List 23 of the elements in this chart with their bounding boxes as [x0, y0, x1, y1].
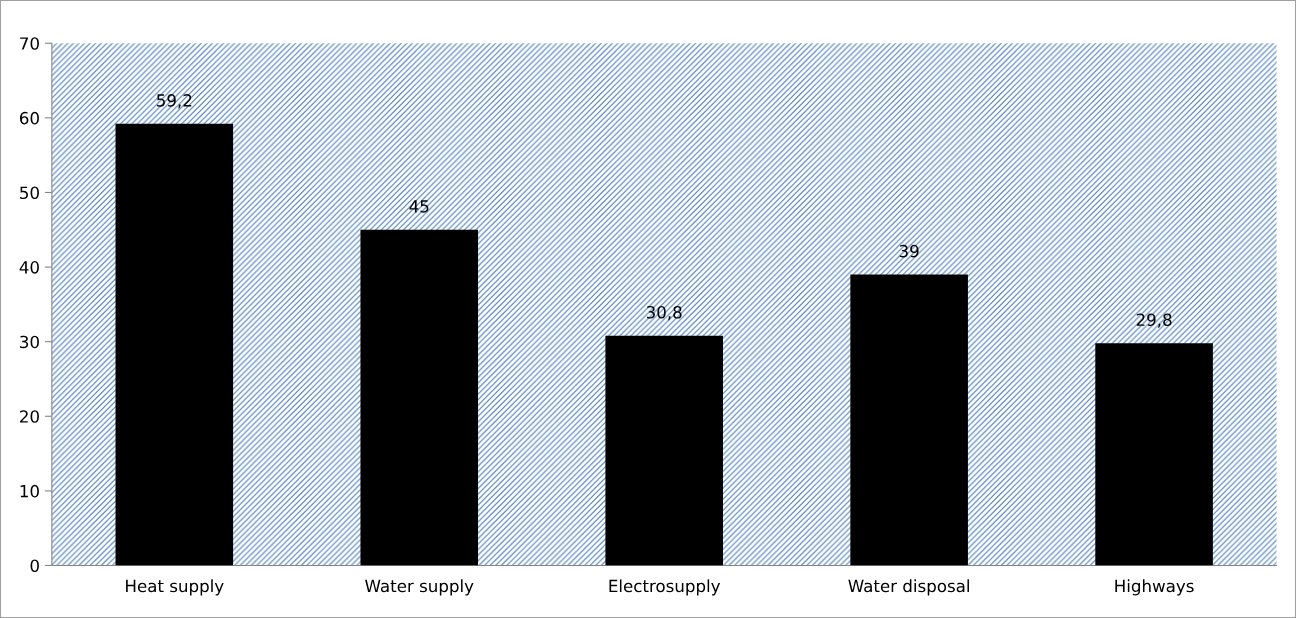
- x-tick-label: Water disposal: [848, 579, 969, 596]
- data-label: 45: [409, 200, 429, 213]
- bar: [605, 335, 723, 566]
- y-tick-label: 60: [19, 111, 39, 125]
- bar: [1095, 343, 1213, 566]
- y-tick-label: 30: [20, 335, 39, 349]
- x-tick-label: Electrosupply: [609, 579, 721, 596]
- bar: [850, 274, 968, 566]
- y-tick-label: 40: [19, 261, 39, 274]
- data-label: 59,2: [157, 94, 192, 109]
- y-tick-label: 70: [20, 37, 39, 50]
- y-tick-label: 50: [20, 186, 39, 200]
- x-tick-label: Water supply: [365, 579, 474, 596]
- data-label: 30,8: [646, 305, 682, 321]
- bar: [360, 229, 479, 566]
- bar: [115, 123, 234, 566]
- x-tick-label: Heat supply: [126, 579, 224, 596]
- y-tick-label: 20: [20, 410, 39, 423]
- y-tick-label: 10: [20, 484, 39, 498]
- data-label: 29,8: [1136, 313, 1172, 328]
- data-label: 39: [899, 244, 919, 258]
- x-tick-label: Highways: [1115, 579, 1194, 596]
- y-tick-label: 0: [30, 559, 39, 573]
